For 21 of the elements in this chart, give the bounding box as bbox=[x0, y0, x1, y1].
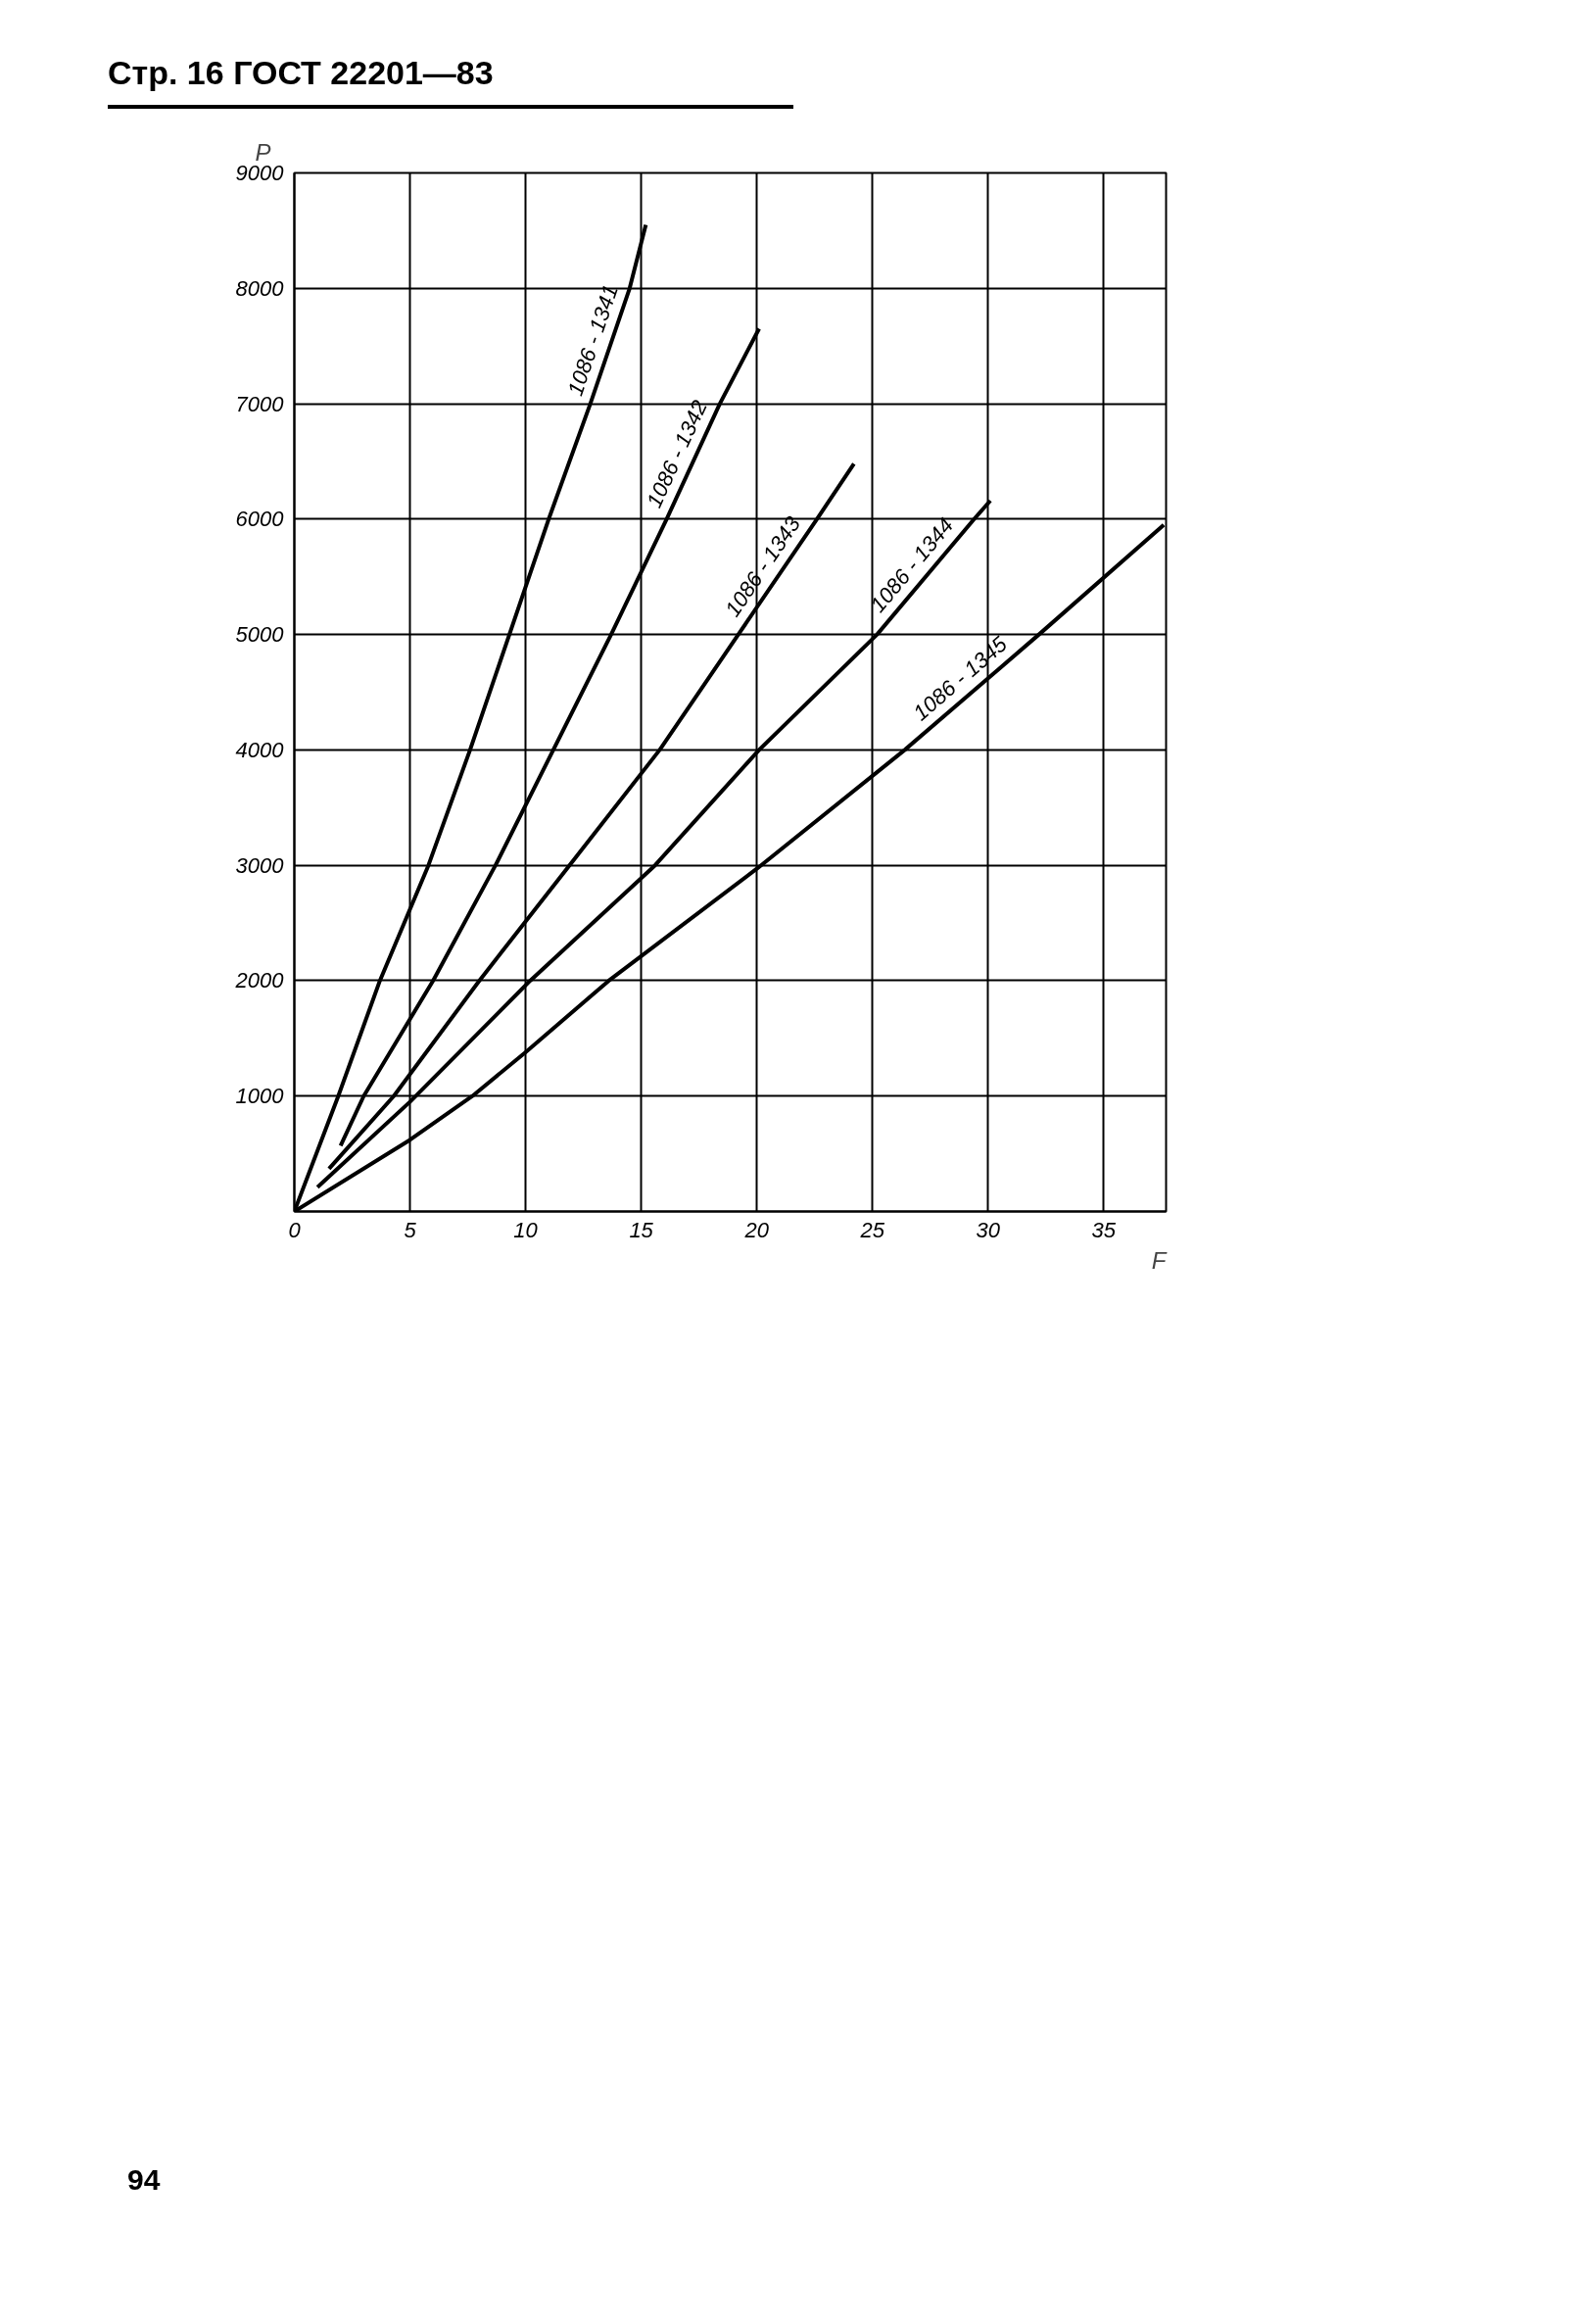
y-tick-label: 5000 bbox=[235, 621, 285, 647]
text: 94 bbox=[127, 2161, 161, 2198]
text: 1086 - 1342 bbox=[641, 396, 712, 511]
y-tick-label: 2000 bbox=[234, 968, 285, 993]
y-tick-label: 3000 bbox=[235, 852, 285, 878]
x-tick-label: 0 bbox=[288, 1217, 302, 1242]
x-tick-label: 25 bbox=[859, 1217, 885, 1242]
x-tick-label: 35 bbox=[1091, 1217, 1117, 1242]
x-tick-label: 10 bbox=[513, 1217, 539, 1242]
x-tick-label: 30 bbox=[976, 1217, 1001, 1242]
x-tick-label: 5 bbox=[404, 1217, 417, 1242]
x-tick-label: 15 bbox=[629, 1217, 654, 1242]
y-tick-label: 6000 bbox=[235, 506, 285, 531]
y-tick-label: 8000 bbox=[235, 275, 285, 301]
y-tick-label: 7000 bbox=[235, 391, 285, 416]
y-tick-label: 4000 bbox=[235, 737, 285, 762]
text: 1086 - 1341 bbox=[562, 281, 623, 399]
chart-title: Стр. 16 ГОСТ 22201—83 bbox=[108, 53, 494, 93]
y-tick-label: 1000 bbox=[235, 1083, 285, 1108]
x-tick-label: 20 bbox=[743, 1217, 770, 1242]
x-axis-title: F bbox=[1151, 1246, 1168, 1274]
